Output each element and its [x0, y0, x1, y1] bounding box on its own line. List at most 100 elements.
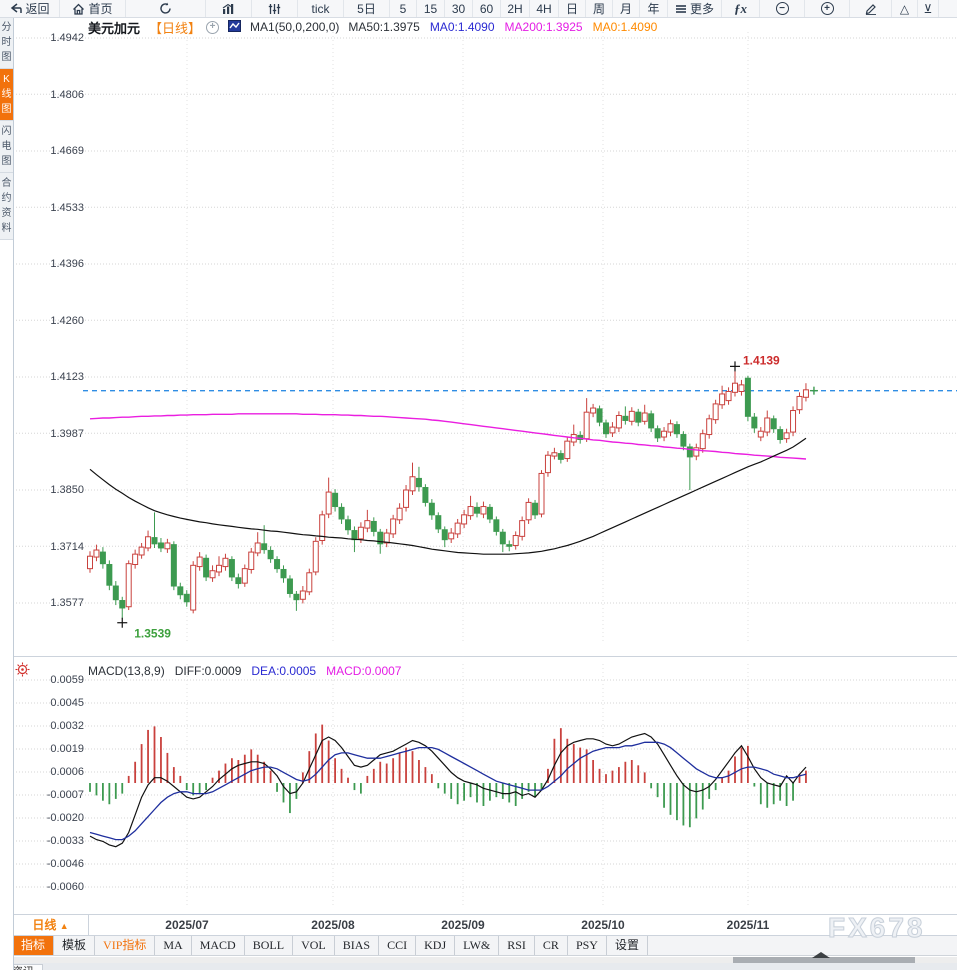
interval-week-label: 周	[592, 2, 605, 16]
ma-readout-2: MA0:1.4090	[429, 20, 495, 34]
menu-icon	[675, 4, 687, 14]
indicator-tab-指标[interactable]: 指标	[13, 936, 55, 955]
interval-15m-label: 15	[423, 1, 438, 16]
indicator-tab-模板[interactable]: 模板	[54, 936, 96, 955]
fx-functions-button[interactable]: ƒx	[722, 0, 760, 17]
indicator-settings-button[interactable]	[252, 0, 298, 17]
indicator-tab-BIAS[interactable]: BIAS	[335, 936, 380, 955]
collapse-icon: ⊻	[923, 1, 933, 16]
indicator-tab-VIP指标[interactable]: VIP指标	[95, 936, 156, 955]
main-y-label: 1.3714	[50, 540, 84, 553]
main-y-label: 1.4669	[50, 145, 84, 157]
more-button[interactable]: 更多	[668, 0, 722, 17]
sidebar-tab-1[interactable]: 分时图	[0, 17, 13, 69]
home-icon	[72, 3, 85, 15]
zoom-in-icon: +	[820, 2, 834, 15]
back-button-label: 返回	[25, 2, 50, 16]
main-candlestick-chart[interactable]: 1.4139 1.3539	[13, 28, 957, 656]
macd-readout-2: DEA:0.0005	[251, 663, 317, 678]
indicator-tab-VOL[interactable]: VOL	[293, 936, 335, 955]
scrollbar-handle-icon[interactable]	[812, 952, 830, 958]
indicator-tab-KDJ[interactable]: KDJ	[416, 936, 456, 955]
interval-2h[interactable]: 2H	[501, 0, 530, 17]
macd-y-label: 0.0032	[50, 720, 84, 732]
x-axis-row: 日线 ▲ 2025/07 2025/08 2025/09 2025/10 2025/11	[13, 914, 957, 936]
main-y-label: 1.3987	[50, 427, 84, 440]
month-label: 2025/10	[581, 918, 625, 932]
collapse-tool-button[interactable]: ⊻	[918, 0, 939, 17]
interval-day-label: 日	[565, 2, 578, 16]
macd-title: MACD(13,8,9)	[88, 663, 165, 678]
interval-tick-label: tick	[311, 1, 330, 16]
symbol-title: 美元加元	[88, 20, 141, 36]
macd-y-label: 0.0045	[50, 697, 84, 709]
indicator-tab-BOLL[interactable]: BOLL	[245, 936, 294, 955]
interval-week[interactable]: 周	[586, 0, 613, 17]
zoom-in-button[interactable]: +	[805, 0, 850, 17]
interval-day[interactable]: 日	[559, 0, 586, 17]
interval-month-label: 月	[619, 2, 632, 16]
main-y-label: 1.4123	[50, 371, 84, 383]
ma-readout-3: MA200:1.3925	[504, 20, 583, 34]
main-y-label: 1.4260	[50, 314, 84, 327]
sidebar-tab-3[interactable]: 闪电图	[0, 121, 13, 173]
macd-settings-icon[interactable]	[15, 662, 30, 682]
back-button[interactable]: 返回	[0, 0, 60, 17]
draw-tool-button[interactable]	[850, 0, 892, 17]
interval-15m[interactable]: 15	[417, 0, 445, 17]
macd-readout-1: DIFF:0.0009	[174, 663, 242, 678]
macd-y-label: 0.0019	[50, 743, 84, 755]
top-toolbar: 返回 首页 tick 5日 5 15 30 60 2H 4H 日周月 年 更多 ƒx − + △ ⊻	[0, 0, 957, 18]
interval-30m[interactable]: 30	[445, 0, 473, 17]
zoom-out-button[interactable]: −	[760, 0, 805, 17]
interval-year[interactable]: 年	[640, 0, 668, 17]
svg-text:1.4139: 1.4139	[743, 353, 780, 367]
indicator-tab-LW&[interactable]: LW&	[455, 936, 500, 955]
main-y-label: 1.3577	[50, 597, 84, 609]
indicator-tabs-row: 指标 模板 VIP指标 MA MACD BOLL VOL BIAS CCI KDJ LW& RSI CR…	[13, 936, 957, 956]
compare-add-icon[interactable]: +	[206, 20, 220, 34]
indicator-tab-CR[interactable]: CR	[535, 936, 568, 955]
interval-year-label: 年	[647, 2, 660, 16]
month-label: 2025/11	[726, 918, 770, 932]
triangle-tool-button[interactable]: △	[892, 0, 918, 17]
kline-style-icon[interactable]	[228, 19, 242, 35]
fx-icon: ƒx	[734, 0, 747, 16]
refresh-button[interactable]	[126, 0, 206, 17]
macd-y-label: -0.0033	[46, 835, 84, 847]
chart-scrollbar-thumb[interactable]	[733, 957, 915, 963]
ma-values: MA50:1.3975 MA0:1.4090 MA200:1.3925 MA0:1.4…	[348, 20, 657, 34]
interval-60m[interactable]: 60	[473, 0, 501, 17]
zoom-out-icon: −	[775, 2, 789, 15]
interval-30m-label: 30	[451, 1, 466, 16]
indicator-tab-PSY[interactable]: PSY	[568, 936, 607, 955]
macd-values: DIFF:0.0009 DEA:0.0005 MACD:0.0007	[175, 664, 402, 678]
interval-5m[interactable]: 5	[390, 0, 417, 17]
indicator-tab-RSI[interactable]: RSI	[499, 936, 535, 955]
interval-5d[interactable]: 5日	[344, 0, 390, 17]
interval-2h-label: 2H	[507, 1, 523, 16]
indicator-tab-设置[interactable]: 设置	[607, 936, 648, 955]
macd-y-label: -0.0046	[46, 858, 84, 870]
indicator-tab-MACD[interactable]: MACD	[192, 936, 245, 955]
macd-indicator-chart[interactable]	[13, 658, 957, 912]
chart-header: 美元加元 【日线】 + MA1(50,0,200,0) MA50:1.3975 M…	[88, 19, 657, 36]
main-y-label: 1.4806	[50, 88, 84, 101]
interval-4h-label: 4H	[536, 1, 552, 16]
ma-readout-4: MA0:1.4090	[592, 20, 658, 34]
indicator-tab-MA[interactable]: MA	[155, 936, 192, 955]
interval-5d-label: 5日	[357, 2, 376, 16]
sidebar-tab-4[interactable]: 合约资料	[0, 173, 13, 240]
interval-month[interactable]: 月	[613, 0, 640, 17]
ma-readout-1: MA50:1.3975	[348, 20, 420, 34]
period-tag[interactable]: 【日线】	[149, 20, 202, 36]
home-button[interactable]: 首页	[60, 0, 126, 17]
chart-scrollbar-track[interactable]	[13, 957, 957, 963]
period-selector[interactable]: 日线 ▲	[13, 915, 89, 935]
main-y-label: 1.4533	[50, 201, 84, 214]
interval-tick[interactable]: tick	[298, 0, 344, 17]
interval-4h[interactable]: 4H	[530, 0, 559, 17]
chart-type-button[interactable]	[206, 0, 252, 17]
indicator-tab-CCI[interactable]: CCI	[379, 936, 417, 955]
